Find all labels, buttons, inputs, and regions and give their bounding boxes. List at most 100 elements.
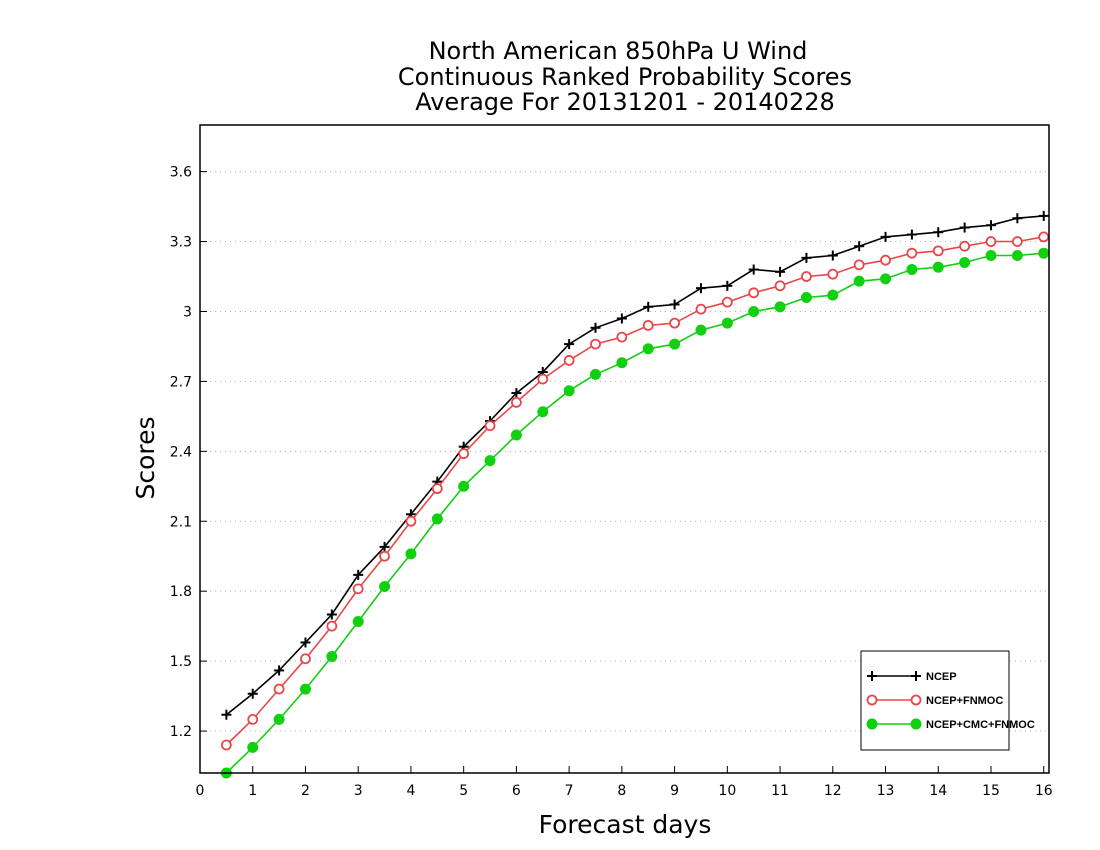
data-point	[1011, 250, 1023, 262]
data-point	[247, 741, 259, 753]
data-point	[247, 688, 258, 699]
x-axis: 0 1 2 3 4 5 6 7 8 9 10 11 12 13 14 15 16	[196, 766, 1053, 799]
data-point	[774, 301, 786, 313]
data-point	[853, 259, 865, 271]
y-tick-label: 3.6	[170, 165, 192, 181]
data-point	[273, 683, 285, 695]
data-point	[511, 388, 522, 399]
x-tick-label: 3	[354, 783, 363, 799]
legend-marker	[911, 671, 921, 681]
x-tick-label: 0	[196, 783, 205, 799]
data-point	[721, 296, 733, 308]
data-point	[801, 271, 812, 282]
data-point	[801, 252, 812, 263]
y-tick-label: 3.3	[170, 235, 192, 251]
data-point	[932, 245, 944, 257]
plot-frame	[199, 124, 1050, 774]
data-point	[722, 280, 733, 291]
data-point	[985, 220, 996, 231]
y-tick-label: 2.4	[170, 444, 192, 460]
data-point	[880, 231, 891, 242]
data-point	[379, 541, 390, 552]
legend-marker	[867, 671, 877, 681]
data-point	[326, 609, 337, 620]
x-tick-label: 5	[459, 783, 468, 799]
data-point	[379, 550, 390, 562]
x-tick-label: 6	[512, 783, 521, 799]
legend-marker	[866, 694, 878, 706]
series-ncep	[221, 210, 1049, 720]
x-tick-label: 15	[982, 783, 1000, 799]
data-point	[300, 637, 311, 648]
data-point	[458, 480, 470, 492]
data-point	[906, 229, 917, 240]
data-point	[616, 331, 628, 343]
x-tick-label: 16	[1035, 783, 1053, 799]
data-point	[880, 273, 892, 285]
chart-title: North American 850hPa U Wind Continuous …	[398, 37, 852, 116]
data-point	[827, 250, 838, 261]
x-tick-label: 9	[670, 783, 679, 799]
data-point	[642, 343, 654, 355]
data-point	[827, 268, 839, 280]
series-layer	[220, 210, 1050, 779]
legend-label: NCEP+CMC+FNMOC	[926, 719, 1035, 731]
data-point	[379, 581, 391, 593]
data-point	[352, 583, 364, 595]
data-point	[669, 338, 681, 350]
data-point	[985, 250, 997, 262]
data-point	[748, 305, 760, 317]
legend-label: NCEP	[926, 671, 957, 683]
data-point	[642, 320, 654, 331]
data-point	[352, 615, 364, 627]
y-axis: 1.2 1.5 1.8 2.1 2.4 2.7 3 3.3 3.6	[170, 165, 207, 740]
data-point	[721, 317, 733, 329]
legend-item: NCEP+FNMOC	[866, 694, 1003, 707]
data-point	[537, 406, 549, 418]
data-point	[300, 653, 311, 665]
data-point	[537, 373, 549, 385]
x-tick-label: 7	[565, 783, 574, 799]
x-tick-label: 4	[406, 783, 415, 799]
x-tick-label: 12	[824, 783, 842, 799]
data-point	[959, 257, 971, 269]
y-tick-label: 2.1	[170, 514, 192, 530]
series-ncep-cmc-fnmoc	[220, 247, 1050, 779]
legend-item: NCEP	[867, 671, 957, 683]
y-tick-label: 1.2	[170, 724, 192, 740]
data-point	[510, 429, 522, 441]
data-point	[933, 227, 944, 238]
x-tick-label: 11	[771, 783, 789, 799]
x-axis-title: Forecast days	[539, 810, 712, 839]
data-point	[774, 280, 786, 292]
data-point	[616, 357, 628, 369]
title-line-2: Continuous Ranked Probability Scores	[398, 63, 852, 91]
data-point	[1012, 213, 1023, 224]
data-point	[985, 236, 997, 247]
y-tick-label: 3	[183, 304, 192, 320]
data-point	[326, 650, 338, 662]
data-point	[299, 683, 311, 695]
data-point	[1038, 231, 1050, 243]
data-point	[932, 261, 944, 273]
data-point	[906, 247, 918, 259]
data-point	[247, 713, 259, 725]
data-point	[748, 264, 759, 275]
gridlines	[200, 171, 1049, 732]
data-point	[854, 241, 865, 252]
data-point	[563, 355, 575, 366]
data-point	[827, 289, 839, 301]
data-point	[616, 313, 627, 324]
data-point	[405, 515, 417, 527]
data-point	[484, 455, 496, 467]
series-ncep-fnmoc	[220, 231, 1050, 751]
data-point	[220, 739, 232, 751]
data-point	[326, 620, 338, 632]
x-tick-label: 13	[877, 783, 895, 799]
data-point	[510, 396, 522, 408]
legend-item: NCEP+CMC+FNMOC	[866, 718, 1035, 731]
data-point	[1038, 247, 1050, 259]
data-point	[643, 301, 654, 312]
x-tick-label: 2	[301, 783, 310, 799]
